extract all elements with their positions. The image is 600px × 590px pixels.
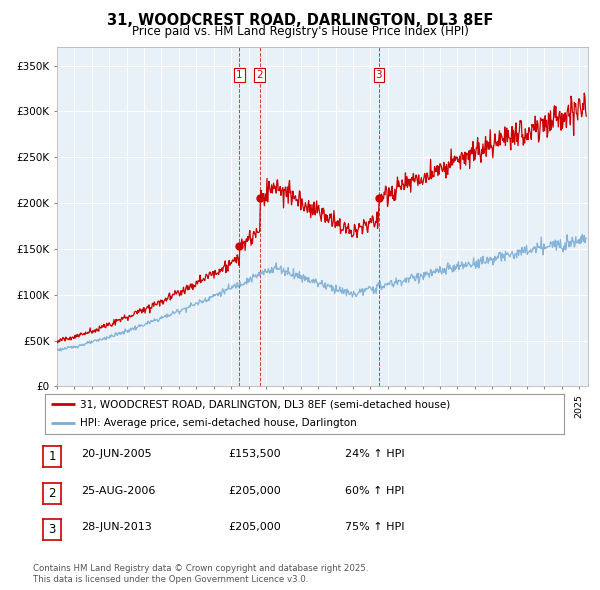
Text: 31, WOODCREST ROAD, DARLINGTON, DL3 8EF (semi-detached house): 31, WOODCREST ROAD, DARLINGTON, DL3 8EF … [80,399,451,409]
Text: 3: 3 [376,70,382,80]
Text: 31, WOODCREST ROAD, DARLINGTON, DL3 8EF: 31, WOODCREST ROAD, DARLINGTON, DL3 8EF [107,13,493,28]
Text: £205,000: £205,000 [228,486,281,496]
Text: 28-JUN-2013: 28-JUN-2013 [81,523,152,532]
Text: £205,000: £205,000 [228,523,281,532]
Text: 25-AUG-2006: 25-AUG-2006 [81,486,155,496]
Text: 1: 1 [49,450,56,463]
Text: 24% ↑ HPI: 24% ↑ HPI [345,450,404,459]
Text: 3: 3 [49,523,56,536]
Text: This data is licensed under the Open Government Licence v3.0.: This data is licensed under the Open Gov… [33,575,308,584]
Text: £153,500: £153,500 [228,450,281,459]
Text: Price paid vs. HM Land Registry's House Price Index (HPI): Price paid vs. HM Land Registry's House … [131,25,469,38]
Text: HPI: Average price, semi-detached house, Darlington: HPI: Average price, semi-detached house,… [80,418,357,428]
Text: 2: 2 [257,70,263,80]
Text: 1: 1 [236,70,242,80]
Text: Contains HM Land Registry data © Crown copyright and database right 2025.: Contains HM Land Registry data © Crown c… [33,565,368,573]
Text: 20-JUN-2005: 20-JUN-2005 [81,450,152,459]
Text: 2: 2 [49,487,56,500]
Text: 75% ↑ HPI: 75% ↑ HPI [345,523,404,532]
Text: 60% ↑ HPI: 60% ↑ HPI [345,486,404,496]
